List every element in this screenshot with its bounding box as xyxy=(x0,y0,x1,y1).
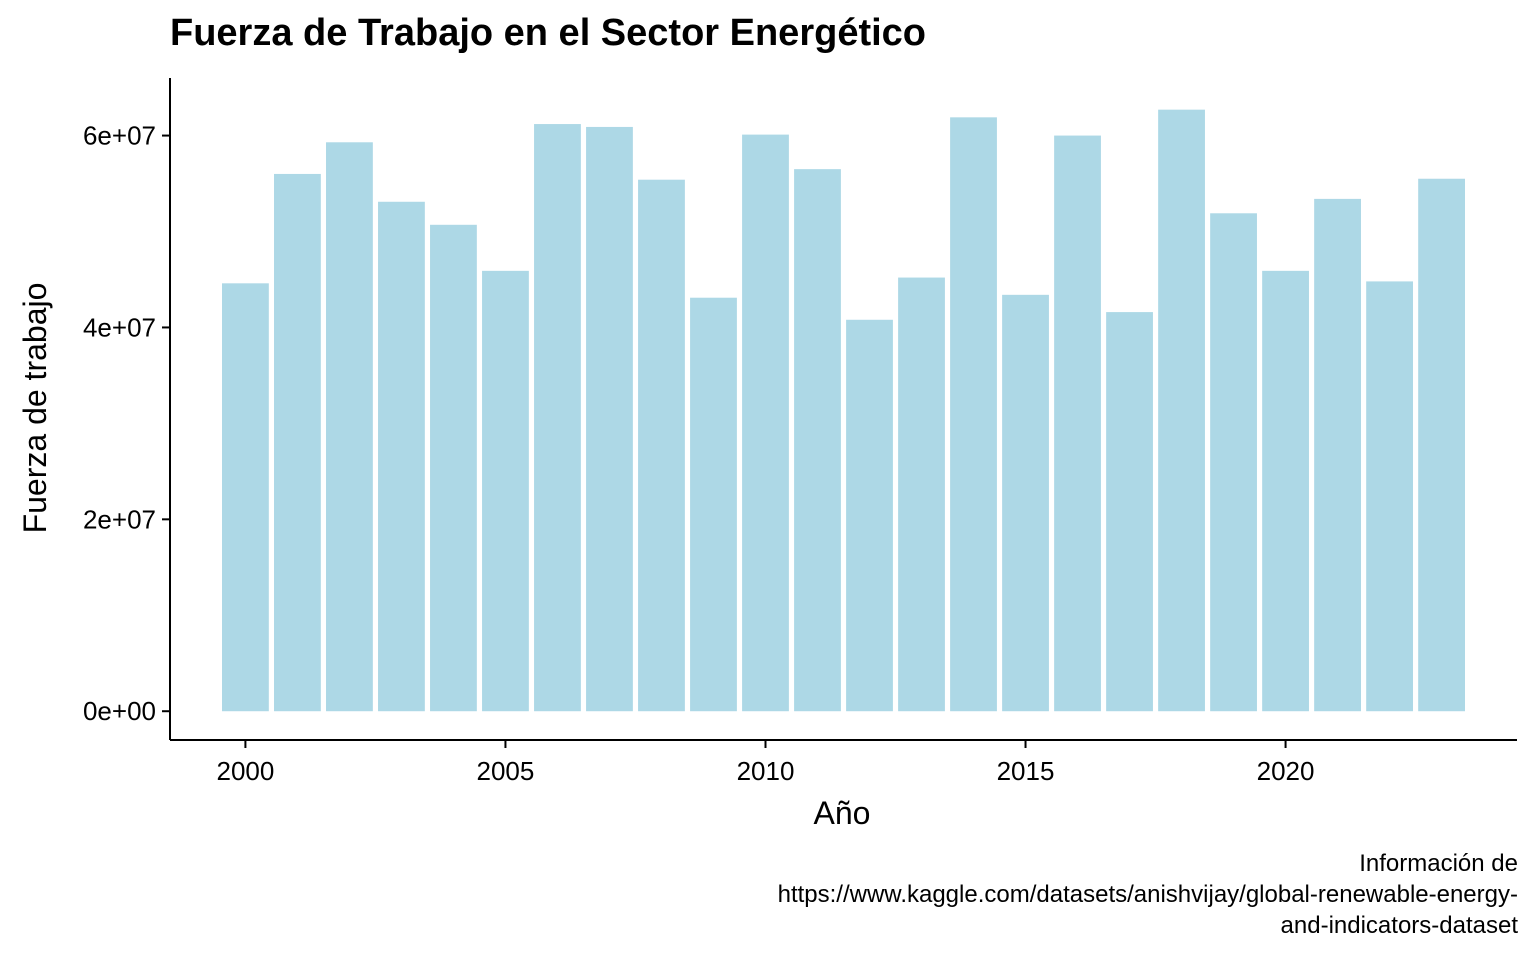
bar-2012 xyxy=(846,319,893,712)
bar-2001 xyxy=(274,173,321,712)
bar-2008 xyxy=(638,179,685,712)
bar-2017 xyxy=(1106,312,1153,712)
source-caption: Información de https://www.kaggle.com/da… xyxy=(518,848,1518,941)
bar-2014 xyxy=(950,117,997,712)
bars-group xyxy=(222,109,1465,712)
caption-line-2: https://www.kaggle.com/datasets/anishvij… xyxy=(777,881,1518,908)
y-tick-label: 0e+00 xyxy=(83,696,156,726)
chart-title: Fuerza de Trabajo en el Sector Energétic… xyxy=(170,12,927,54)
bar-2015 xyxy=(1002,294,1049,712)
y-tick-label: 6e+07 xyxy=(83,121,156,151)
caption-line-3: and-indicators-dataset xyxy=(1280,912,1518,939)
axes-group: 0e+00 2e+07 4e+07 6e+07 2000 2005 2010 2015 2020 xyxy=(83,78,1517,786)
bar-2021 xyxy=(1314,198,1361,712)
bar-2009 xyxy=(690,297,737,712)
x-axis-label: Año xyxy=(814,795,871,831)
bar-2019 xyxy=(1210,213,1257,712)
bar-2000 xyxy=(222,283,269,712)
bar-2013 xyxy=(898,277,945,712)
bar-2004 xyxy=(430,224,477,712)
bar-2006 xyxy=(534,124,581,712)
y-tick-label: 4e+07 xyxy=(83,312,156,342)
x-tick-label: 2010 xyxy=(737,756,795,786)
bar-2020 xyxy=(1262,270,1309,712)
bar-2018 xyxy=(1158,109,1205,712)
y-axis-label: Fuerza de trabajo xyxy=(17,283,53,534)
bar-2016 xyxy=(1054,135,1101,712)
x-tick-label: 2015 xyxy=(997,756,1055,786)
bar-2002 xyxy=(326,142,373,712)
y-tick-label: 2e+07 xyxy=(83,504,156,534)
bar-2003 xyxy=(378,201,425,712)
bar-2022 xyxy=(1366,281,1413,712)
bar-2007 xyxy=(586,126,633,712)
caption-line-1: Información de xyxy=(1359,850,1518,877)
x-tick-label: 2005 xyxy=(477,756,535,786)
bar-2005 xyxy=(482,270,529,712)
bar-2010 xyxy=(742,134,789,712)
bar-2011 xyxy=(794,169,841,712)
x-tick-label: 2020 xyxy=(1257,756,1315,786)
x-tick-label: 2000 xyxy=(216,756,274,786)
bar-2023 xyxy=(1418,178,1465,712)
